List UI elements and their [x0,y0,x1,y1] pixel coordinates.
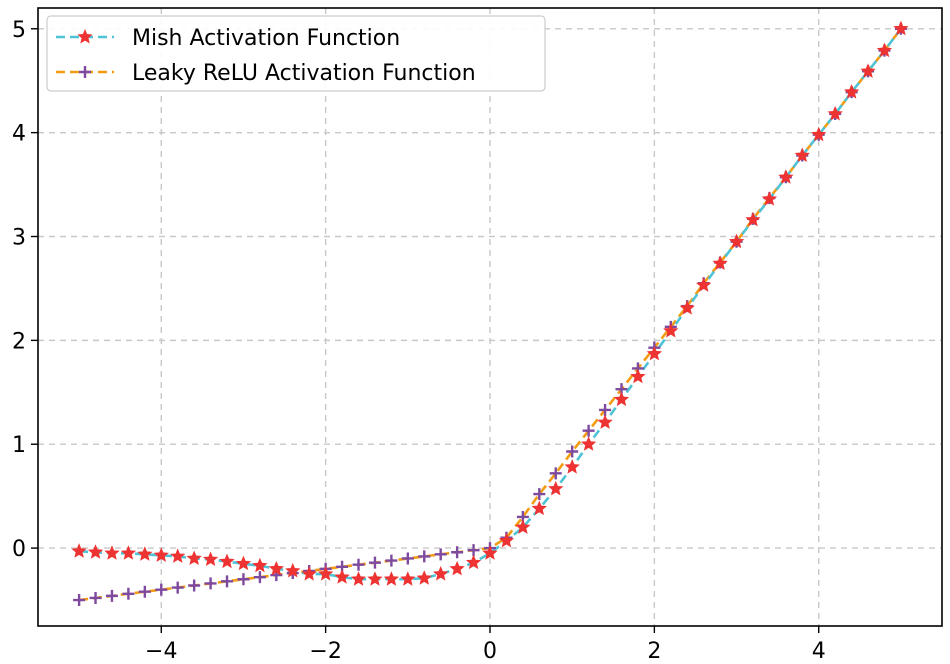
y-tick-label: 2 [12,329,26,354]
series-1-point [89,591,102,604]
series-1-point [566,445,579,458]
x-tick-label: 2 [647,639,661,664]
series-0-point [811,126,827,142]
series-0-point [745,211,761,227]
legend-marker-1 [79,66,91,78]
series-0-point [202,551,219,567]
series-0-point [630,368,646,384]
series-0-point [778,169,794,184]
series-0-point [646,345,663,361]
series-0-point [696,277,712,292]
series-0-point [548,480,564,496]
series-0-point [564,459,580,474]
series-0-point [893,20,909,36]
series-0-point [761,191,778,206]
series-0-point [186,550,202,565]
series-1-point [188,579,201,592]
series-0-point [383,571,400,586]
legend-box [46,15,546,92]
series-0-point [317,566,334,581]
series-1-point [155,583,168,596]
legend-label-0: Mish Activation Function [132,26,400,51]
series-0-point [334,569,350,584]
series-0-point [876,42,893,58]
series-0-point [120,545,137,560]
series-0-point [301,566,317,581]
series-0-point [400,571,416,586]
series-1-point [418,550,431,563]
series-markers [71,20,909,607]
series-0-point [597,414,613,429]
legend-marker-0 [77,28,93,44]
series-0-point [498,532,515,548]
series-0-point [580,436,597,451]
series-0-point [252,557,268,573]
series-1-point [533,488,546,501]
series-0-point [367,571,383,586]
x-tick-label: 4 [812,639,826,664]
series-0-point [71,543,87,558]
ticks: −4 −2 0 2 4 0 1 2 3 4 5 [12,18,826,664]
series-1-point [204,577,217,590]
series-0-point [663,322,679,338]
legend-label-1: Leaky ReLU Activation Function [132,61,476,86]
series-0-point [268,560,284,576]
series-1-point [138,585,151,598]
series-0-point [153,547,169,562]
x-tick-label: −4 [145,639,177,664]
series-0-point [219,553,235,569]
series-line-0 [79,27,902,581]
series-1-point [401,552,414,565]
y-tick-label: 1 [12,433,26,458]
series-0-point [827,105,843,121]
series-1-point [434,548,447,561]
series-1-point [105,589,118,602]
y-tick-label: 5 [12,18,26,43]
series-0-point [679,300,695,315]
series-0-point [104,545,120,560]
series-0-point [137,546,153,561]
x-tick-label: 0 [483,639,497,664]
series-0-point [515,519,531,534]
series-0-point [87,544,104,559]
series-1-point [253,571,266,584]
series-1-point [73,594,86,607]
series-1-point [582,424,595,437]
series-1-point [171,581,184,594]
series-0-point [712,255,728,271]
y-tick-label: 3 [12,226,26,251]
series-1-point [352,558,365,571]
series-0-point [794,147,810,162]
series-0-point [728,233,745,249]
y-tick-label: 0 [12,537,26,562]
series-1-point [549,467,562,480]
series-0-point [482,545,498,560]
series-1-point [221,575,234,588]
series-0-point [350,571,367,586]
series-0-point [531,500,547,516]
series-1-point [368,556,381,569]
series-1-point [122,587,135,600]
series-0-point [860,63,876,78]
series-0-point [449,560,465,576]
series-1-point [237,573,250,586]
y-tick-label: 4 [12,122,26,147]
legend: Mish Activation Function Leaky ReLU Activ… [46,15,546,92]
series-1-point [451,546,464,559]
series-0-point [843,84,860,99]
series-0-point [416,570,432,585]
series-1-point [467,544,480,557]
x-tick-label: −2 [309,639,341,664]
series-1-point [385,554,398,567]
series-1-point [599,403,612,416]
series-0-point [285,562,301,578]
series-0-point [613,391,630,407]
series-0-point [465,554,482,570]
series-0-point [235,555,252,571]
series-0-point [170,548,186,563]
series-0-point [433,566,449,581]
